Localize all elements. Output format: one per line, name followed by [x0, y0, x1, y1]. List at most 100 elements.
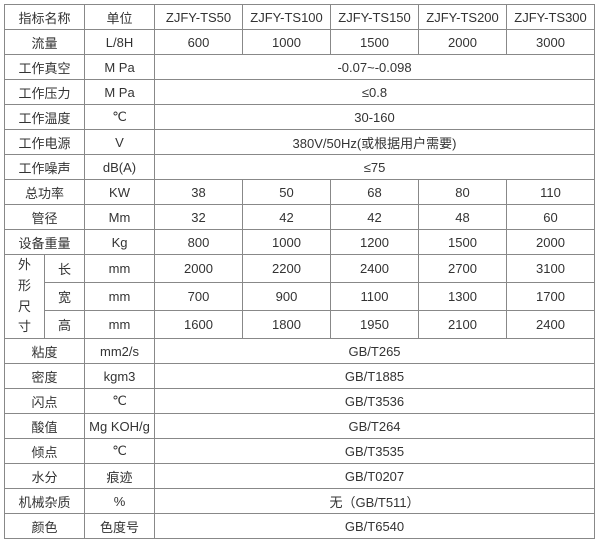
row-label: 管径	[5, 205, 85, 230]
table-row: 工作压力 M Pa ≤0.8	[5, 80, 595, 105]
cell: 1800	[243, 311, 331, 339]
cell-span: GB/T265	[155, 339, 595, 364]
row-label: 工作电源	[5, 130, 85, 155]
cell: 700	[155, 283, 243, 311]
row-unit: %	[85, 489, 155, 514]
table-row: 设备重量 Kg 800 1000 1200 1500 2000	[5, 230, 595, 255]
cell-span: ≤75	[155, 155, 595, 180]
row-label: 工作真空	[5, 55, 85, 80]
table-row: 指标名称 单位 ZJFY-TS50 ZJFY-TS100 ZJFY-TS150 …	[5, 5, 595, 30]
table-row: 外形尺寸 长 mm 2000 2200 2400 2700 3100	[5, 255, 595, 283]
row-unit: M Pa	[85, 55, 155, 80]
row-unit: L/8H	[85, 30, 155, 55]
cell: 2700	[419, 255, 507, 283]
table-row: 工作真空 M Pa -0.07~-0.098	[5, 55, 595, 80]
row-unit: mm	[85, 311, 155, 339]
header-model: ZJFY-TS100	[243, 5, 331, 30]
row-label-dims: 外形尺寸	[5, 255, 45, 339]
cell: 2000	[419, 30, 507, 55]
header-model: ZJFY-TS50	[155, 5, 243, 30]
cell-span: 无（GB/T511）	[155, 489, 595, 514]
table-row: 机械杂质 % 无（GB/T511）	[5, 489, 595, 514]
cell: 1600	[155, 311, 243, 339]
cell-span: -0.07~-0.098	[155, 55, 595, 80]
cell: 1000	[243, 30, 331, 55]
row-label: 工作温度	[5, 105, 85, 130]
cell: 3000	[507, 30, 595, 55]
header-model: ZJFY-TS200	[419, 5, 507, 30]
dims-label: 外形尺寸	[18, 255, 31, 338]
row-label: 酸值	[5, 414, 85, 439]
cell-span: GB/T3535	[155, 439, 595, 464]
row-unit: 痕迹	[85, 464, 155, 489]
cell-span: 380V/50Hz(或根据用户需要)	[155, 130, 595, 155]
cell: 1700	[507, 283, 595, 311]
table-row: 管径 Mm 32 42 42 48 60	[5, 205, 595, 230]
row-unit: Mg KOH/g	[85, 414, 155, 439]
row-label: 流量	[5, 30, 85, 55]
cell-span: GB/T0207	[155, 464, 595, 489]
row-label: 颜色	[5, 514, 85, 539]
row-unit: KW	[85, 180, 155, 205]
cell: 2400	[331, 255, 419, 283]
cell: 1500	[419, 230, 507, 255]
header-name: 指标名称	[5, 5, 85, 30]
cell: 48	[419, 205, 507, 230]
dims-sub: 高	[45, 311, 85, 339]
table-row: 倾点 ℃ GB/T3535	[5, 439, 595, 464]
row-label: 工作压力	[5, 80, 85, 105]
row-unit: dB(A)	[85, 155, 155, 180]
cell: 1000	[243, 230, 331, 255]
row-label: 粘度	[5, 339, 85, 364]
table-row: 颜色 色度号 GB/T6540	[5, 514, 595, 539]
row-label: 密度	[5, 364, 85, 389]
dims-sub: 长	[45, 255, 85, 283]
row-unit: M Pa	[85, 80, 155, 105]
dims-sub: 宽	[45, 283, 85, 311]
row-unit: ℃	[85, 389, 155, 414]
table-row: 闪点 ℃ GB/T3536	[5, 389, 595, 414]
table-row: 密度 kgm3 GB/T1885	[5, 364, 595, 389]
row-unit: Mm	[85, 205, 155, 230]
cell: 1100	[331, 283, 419, 311]
header-unit: 单位	[85, 5, 155, 30]
row-unit: ℃	[85, 439, 155, 464]
cell: 42	[243, 205, 331, 230]
header-model: ZJFY-TS300	[507, 5, 595, 30]
row-label: 机械杂质	[5, 489, 85, 514]
cell-span: GB/T264	[155, 414, 595, 439]
cell: 1300	[419, 283, 507, 311]
row-unit: V	[85, 130, 155, 155]
row-label: 水分	[5, 464, 85, 489]
cell: 2000	[507, 230, 595, 255]
table-row: 宽 mm 700 900 1100 1300 1700	[5, 283, 595, 311]
cell: 800	[155, 230, 243, 255]
row-label: 倾点	[5, 439, 85, 464]
cell: 60	[507, 205, 595, 230]
cell: 1200	[331, 230, 419, 255]
cell: 900	[243, 283, 331, 311]
cell: 2200	[243, 255, 331, 283]
cell: 2000	[155, 255, 243, 283]
row-unit: Kg	[85, 230, 155, 255]
cell: 42	[331, 205, 419, 230]
row-unit: 色度号	[85, 514, 155, 539]
cell: 50	[243, 180, 331, 205]
header-model: ZJFY-TS150	[331, 5, 419, 30]
row-unit: mm	[85, 255, 155, 283]
table-row: 工作电源 V 380V/50Hz(或根据用户需要)	[5, 130, 595, 155]
table-row: 粘度 mm2/s GB/T265	[5, 339, 595, 364]
row-label: 总功率	[5, 180, 85, 205]
cell: 600	[155, 30, 243, 55]
table-row: 高 mm 1600 1800 1950 2100 2400	[5, 311, 595, 339]
cell: 38	[155, 180, 243, 205]
cell: 2400	[507, 311, 595, 339]
spec-table: 指标名称 单位 ZJFY-TS50 ZJFY-TS100 ZJFY-TS150 …	[4, 4, 595, 539]
row-unit: mm2/s	[85, 339, 155, 364]
row-unit: kgm3	[85, 364, 155, 389]
table-row: 流量 L/8H 600 1000 1500 2000 3000	[5, 30, 595, 55]
row-label: 闪点	[5, 389, 85, 414]
table-row: 工作温度 ℃ 30-160	[5, 105, 595, 130]
cell-span: 30-160	[155, 105, 595, 130]
row-label: 设备重量	[5, 230, 85, 255]
